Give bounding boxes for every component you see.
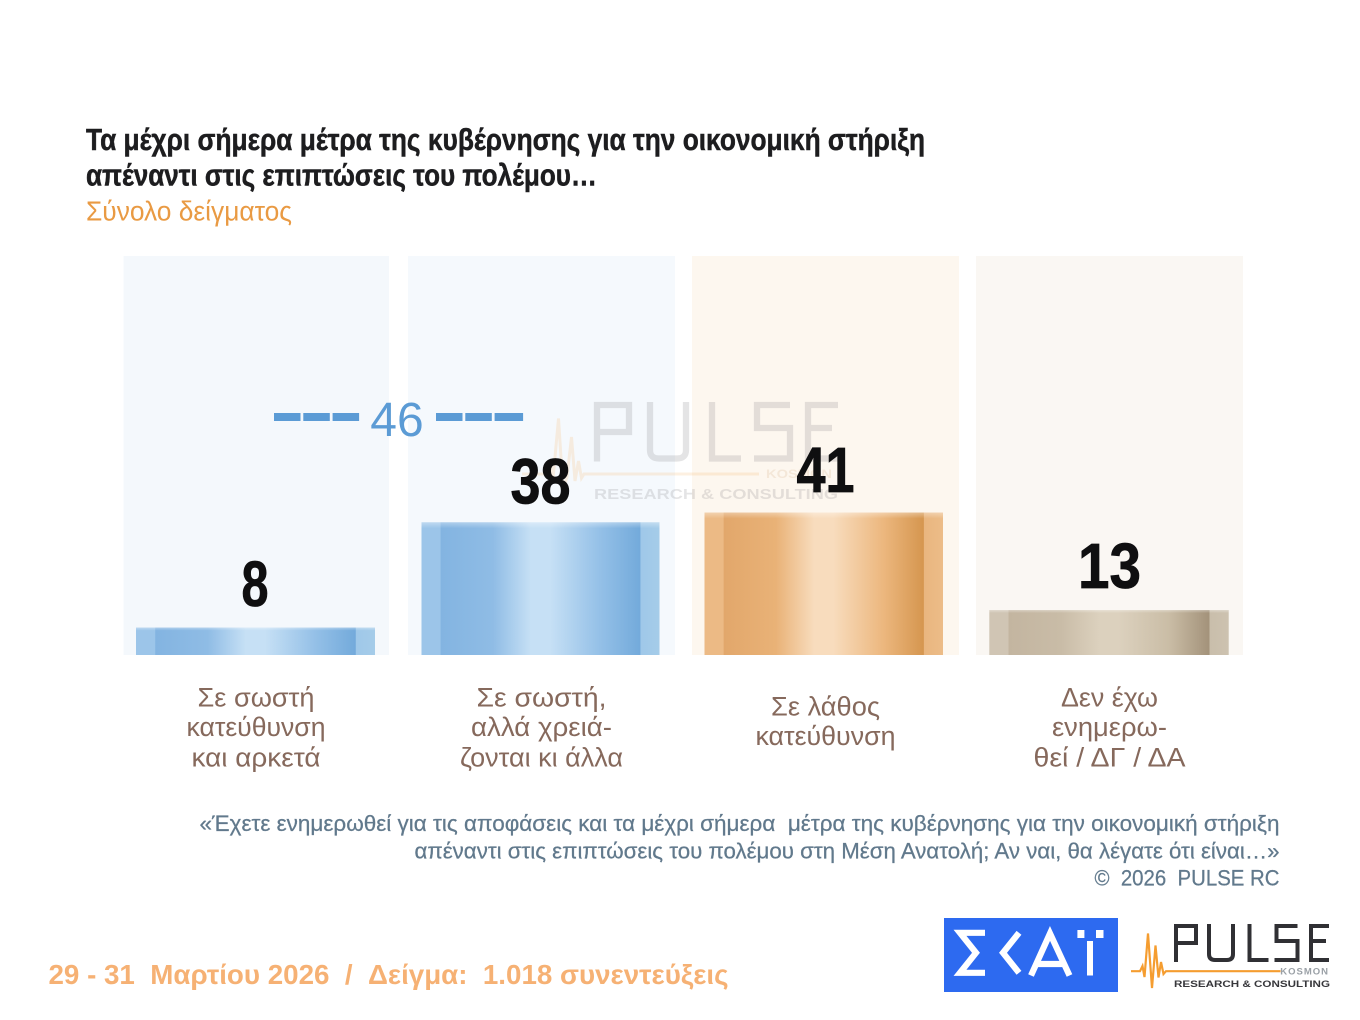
svg-text:RESEARCH & CONSULTING: RESEARCH & CONSULTING bbox=[1174, 979, 1330, 990]
svg-text:Σε σωστή: Σε σωστή bbox=[198, 683, 315, 713]
svg-text:ενημερω-: ενημερω- bbox=[1052, 712, 1167, 742]
svg-text:KOSMON: KOSMON bbox=[766, 467, 832, 481]
svg-text:κατεύθυνση: κατεύθυνση bbox=[187, 712, 326, 742]
svg-text:13: 13 bbox=[1078, 530, 1141, 602]
svg-text:Δεν έχω: Δεν έχω bbox=[1061, 683, 1158, 713]
svg-text:θεί / ΔΓ / ΔΑ: θεί / ΔΓ / ΔΑ bbox=[1034, 742, 1186, 772]
svg-text:απέναντι στις επιπτώσεις του π: απέναντι στις επιπτώσεις του πολέμου… bbox=[86, 158, 597, 193]
svg-text:και αρκετά: και αρκετά bbox=[192, 742, 321, 772]
svg-text:ζονται κι άλλα: ζονται κι άλλα bbox=[460, 742, 623, 772]
svg-text:29 - 31 Μαρτίου 2026 / Δείγ: 29 - 31 Μαρτίου 2026 / Δείγμα: 1.018 συν… bbox=[49, 959, 729, 990]
svg-text:Τα μέχρι σήμερα μέτρα της κυβέ: Τα μέχρι σήμερα μέτρα της κυβέρνησης για… bbox=[86, 122, 925, 157]
svg-text:RESEARCH & CONSULTING: RESEARCH & CONSULTING bbox=[594, 487, 838, 503]
svg-text:KOSMON: KOSMON bbox=[1280, 967, 1329, 978]
svg-text:8: 8 bbox=[242, 548, 269, 620]
svg-text:απέναντι στις επιπτώσεις του π: απέναντι στις επιπτώσεις του πολέμου στη… bbox=[415, 839, 1280, 864]
svg-text:© 2026 PULSE RC: © 2026 PULSE RC bbox=[1095, 865, 1280, 890]
svg-text:46: 46 bbox=[370, 394, 423, 447]
svg-text:Σε λάθος: Σε λάθος bbox=[771, 691, 880, 721]
svg-text:Σύνολο δείγματος: Σύνολο δείγματος bbox=[86, 196, 292, 227]
svg-text:αλλά χρειά-: αλλά χρειά- bbox=[471, 712, 612, 742]
svg-text:41: 41 bbox=[797, 434, 855, 506]
svg-text:κατεύθυνση: κατεύθυνση bbox=[756, 721, 896, 751]
svg-text:«Έχετε ενημερωθεί για τις αποφ: «Έχετε ενημερωθεί για τις αποφάσεις και … bbox=[200, 811, 1280, 836]
svg-text:38: 38 bbox=[511, 446, 571, 518]
svg-text:Σε σωστή,: Σε σωστή, bbox=[477, 683, 607, 713]
